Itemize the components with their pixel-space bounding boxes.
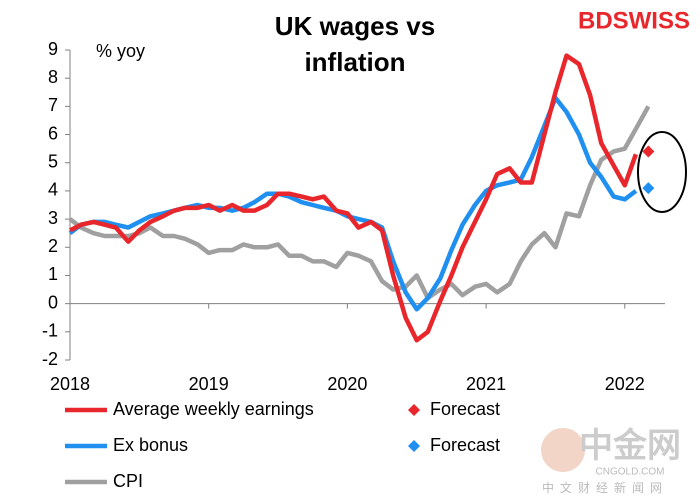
watermark-domain: CNGOLD.COM — [596, 467, 665, 478]
y-tick-label: 7 — [48, 95, 58, 115]
legend-marker — [408, 404, 420, 416]
watermark-sub: 中文财经新闻网 — [542, 480, 668, 495]
y-unit-label: % yoy — [96, 41, 145, 61]
y-tick-label: 5 — [48, 151, 58, 171]
y-tick-label: 1 — [48, 264, 58, 284]
y-tick-label: 9 — [48, 39, 58, 59]
y-tick-label: 6 — [48, 123, 58, 143]
series-line — [68, 53, 638, 343]
forecast-highlight — [637, 131, 687, 213]
legend-label: CPI — [113, 471, 143, 491]
x-tick-label: 2021 — [466, 374, 506, 394]
watermark-icon — [541, 428, 585, 472]
y-tick-label: -1 — [42, 321, 58, 341]
legend-label: Ex bonus — [113, 435, 188, 455]
series-line — [68, 105, 651, 301]
y-tick-label: 4 — [48, 180, 58, 200]
forecast-marker — [642, 182, 655, 195]
legend-marker — [408, 440, 420, 452]
legend-label: Forecast — [430, 435, 500, 455]
y-tick-label: 2 — [48, 236, 58, 256]
chart-title: UK wages vs inflation — [274, 11, 436, 77]
forecast-marker — [642, 145, 655, 158]
series-line — [68, 95, 638, 312]
watermark-main: 中金网 — [579, 426, 681, 465]
legend-label: Forecast — [430, 399, 500, 419]
legend-label: Average weekly earnings — [113, 399, 314, 419]
brand-logo: BDSWISS — [578, 7, 690, 34]
y-tick-label: 3 — [48, 208, 58, 228]
x-tick-label: 2022 — [605, 374, 645, 394]
x-tick-label: 2019 — [189, 374, 229, 394]
y-tick-label: -2 — [42, 349, 58, 369]
y-tick-label: 0 — [48, 292, 58, 312]
x-tick-label: 2018 — [50, 374, 90, 394]
y-tick-label: 8 — [48, 67, 58, 87]
x-tick-label: 2020 — [327, 374, 367, 394]
